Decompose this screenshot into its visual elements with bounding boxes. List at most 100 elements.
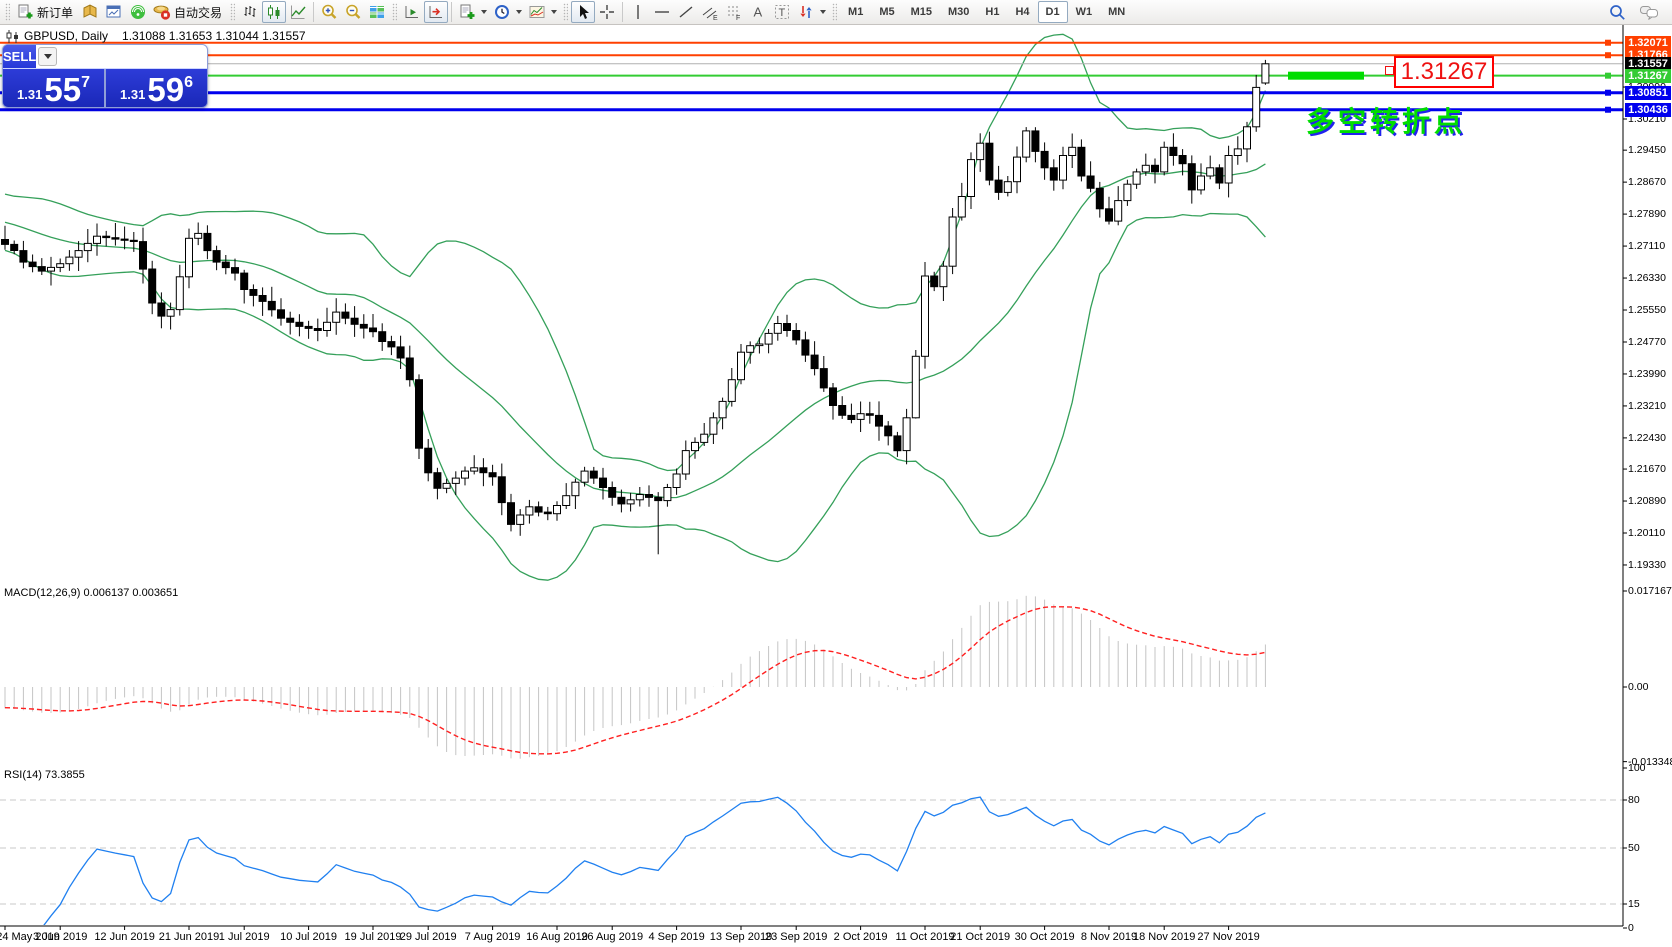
candle-body — [129, 239, 138, 243]
macd-axis-label: 0.00 — [1628, 681, 1649, 693]
candle-body — [921, 275, 929, 357]
price-line-badge[interactable]: 1.30851 — [1625, 85, 1671, 100]
chart-symbol-period: GBPUSD, Daily — [24, 29, 109, 43]
date-tick-label: 13 Sep 2019 — [709, 931, 773, 943]
sell-button[interactable]: SELL — [3, 45, 37, 68]
clock-icon — [493, 3, 511, 21]
price-line-badge[interactable]: 1.32071 — [1625, 35, 1671, 50]
candle-body — [1187, 163, 1196, 191]
volume-input[interactable] — [59, 45, 207, 68]
candle-body — [28, 261, 37, 268]
chart-symbol-icon — [5, 30, 21, 48]
cursor-button[interactable] — [571, 1, 596, 23]
templates-button[interactable] — [525, 1, 560, 23]
text-label-button[interactable]: T — [770, 1, 794, 23]
auto-scroll-button[interactable] — [400, 1, 424, 23]
candle-body — [19, 250, 28, 263]
callout-anchor-marker[interactable] — [1385, 66, 1394, 75]
candle-body — [479, 467, 488, 474]
drawn-objects-lines[interactable] — [0, 39, 1623, 113]
candle-body — [1077, 146, 1086, 177]
candle-body — [645, 494, 653, 498]
toolbar-drag-handle[interactable] — [832, 3, 838, 21]
timeframe-w1[interactable]: W1 — [1075, 6, 1093, 18]
svg-text:F: F — [736, 15, 740, 21]
timeframe-mn[interactable]: MN — [1108, 6, 1126, 18]
timeframe-d1[interactable]: D1 — [1037, 1, 1068, 23]
periods-button[interactable] — [490, 1, 525, 23]
horizontal-line-icon — [653, 3, 671, 21]
chat-button[interactable] — [1636, 1, 1662, 23]
date-tick-label: 18 Nov 2019 — [1132, 931, 1196, 943]
candle-body — [65, 256, 74, 265]
chart-window-button[interactable] — [102, 1, 126, 23]
candle-body — [608, 487, 617, 498]
price-line-badge[interactable]: 1.31557 — [1625, 56, 1671, 71]
macd-signal-line — [4, 606, 1266, 755]
toolbar-drag-handle[interactable] — [230, 3, 236, 21]
fibonacci-button[interactable]: F — [722, 1, 746, 23]
price-line-badge[interactable]: 1.31267 — [1625, 68, 1671, 83]
price-axis[interactable]: 1.309901.302101.294501.286701.278901.271… — [1624, 0, 1672, 947]
volume-decrease-button[interactable] — [38, 47, 58, 66]
date-tick-label: 10 Jul 2019 — [280, 931, 338, 943]
line-selection-marker — [1605, 106, 1611, 113]
market-watch-button[interactable] — [78, 1, 102, 23]
bid-prefix: 1.31 — [17, 87, 43, 102]
tile-windows-button[interactable] — [365, 1, 389, 23]
candle-body — [203, 232, 212, 252]
price-tick-label: 1.20890 — [1628, 495, 1666, 508]
candle-body — [341, 311, 350, 319]
timeframe-m15[interactable]: M15 — [910, 6, 932, 18]
trendline-button[interactable] — [674, 1, 698, 23]
toolbar-drag-handle[interactable] — [563, 3, 569, 21]
search-button[interactable] — [1605, 1, 1630, 23]
chevron-down-icon — [820, 10, 827, 14]
price-callout-box[interactable]: 1.31267 — [1394, 56, 1494, 88]
signals-button[interactable] — [126, 1, 150, 23]
equidistant-channel-button[interactable]: E — [698, 1, 722, 23]
date-tick-label: 23 Sep 2019 — [764, 931, 828, 943]
bar-chart-button[interactable] — [238, 1, 262, 23]
candle-body — [139, 241, 147, 270]
candle-body — [56, 263, 65, 268]
toolbar-drag-handle[interactable] — [392, 3, 398, 21]
candle-body — [313, 328, 322, 331]
timeframe-m30[interactable]: M30 — [948, 6, 970, 18]
zoom-in-button[interactable] — [317, 1, 341, 23]
timeframe-h4[interactable]: H4 — [1015, 6, 1030, 18]
candle-body — [47, 266, 55, 272]
candle-body — [681, 450, 690, 475]
candle-body — [562, 495, 571, 507]
vertical-line-button[interactable] — [626, 1, 650, 23]
crosshair-button[interactable] — [595, 1, 619, 23]
rsi-label: RSI(14) 73.3855 — [4, 769, 85, 781]
price-line-badge[interactable]: 1.30436 — [1625, 102, 1671, 117]
line-chart-button[interactable] — [286, 1, 310, 23]
candle-body — [378, 331, 387, 343]
bid-pip-digit: 7 — [81, 74, 90, 91]
timeframe-m1[interactable]: M1 — [848, 6, 864, 18]
zoom-in-icon — [320, 3, 338, 21]
candle-body — [525, 506, 534, 516]
candlestick-series[interactable] — [1, 59, 1270, 555]
rsi-axis-label: 0 — [1628, 922, 1634, 934]
candle-body — [1224, 155, 1233, 184]
horizontal-line-button[interactable] — [650, 1, 674, 23]
new-order-button[interactable]: 新订单 — [13, 1, 78, 23]
arrows-button[interactable] — [794, 1, 829, 23]
toolbar-drag-handle[interactable] — [5, 3, 10, 21]
candlestick-button[interactable] — [262, 1, 287, 23]
date-tick-label: 3 Jun 2019 — [32, 931, 88, 943]
date-axis[interactable]: 24 May 2019 3 Jun 2019 12 Jun 2019 21 Jun 2… — [0, 929, 1623, 947]
autotrading-button[interactable]: 自动交易 — [150, 1, 227, 23]
chevron-down-icon — [516, 10, 523, 14]
timeframe-h1[interactable]: H1 — [985, 6, 1000, 18]
text-button[interactable]: A — [746, 1, 770, 23]
timeframe-m5[interactable]: M5 — [879, 6, 895, 18]
indicators-button[interactable] — [455, 1, 490, 23]
zoom-out-button[interactable] — [341, 1, 365, 23]
chart-shift-button[interactable] — [424, 1, 449, 23]
candle-body — [543, 511, 552, 515]
